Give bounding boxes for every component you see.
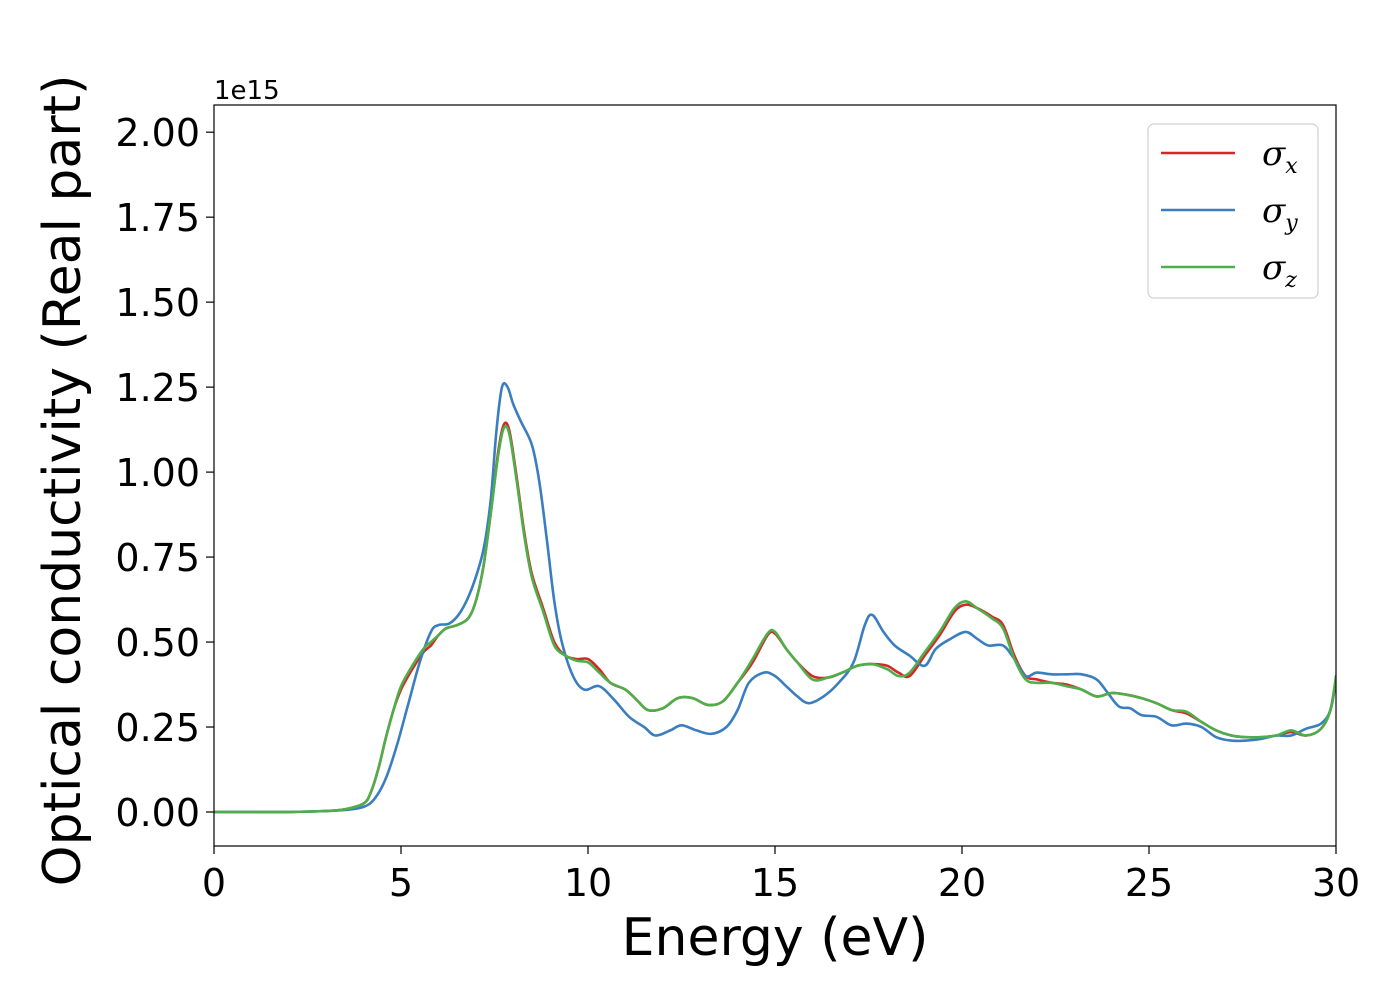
legend-subscript: y [1284, 211, 1298, 236]
series-line-y [214, 381, 1336, 814]
y-tick-label: 0.00 [115, 791, 200, 835]
y-tick-label: 1.75 [115, 196, 200, 240]
y-tick-label: 1.00 [115, 451, 200, 495]
series-layer [214, 381, 1336, 814]
y-tick-label: 1.25 [115, 366, 200, 410]
legend-item-x: σx [1161, 134, 1298, 179]
x-tick-label: 10 [564, 861, 612, 905]
x-tick-label: 15 [751, 861, 799, 905]
x-tick-label: 30 [1312, 861, 1360, 905]
legend-symbol: σ [1262, 134, 1286, 174]
y-offset-label: 1e15 [214, 76, 280, 106]
x-tick-label: 25 [1125, 861, 1173, 905]
legend-label: σz [1262, 248, 1297, 293]
y-tick-label: 0.50 [115, 621, 200, 665]
legend-subscript: z [1284, 268, 1297, 293]
legend-item-y: σy [1161, 191, 1298, 236]
x-axis-title: Energy (eV) [622, 908, 929, 968]
y-axis-ticks: 0.00 0.25 0.50 0.75 1.00 1.25 1.50 1.75 2.00 [115, 111, 214, 835]
y-tick-label: 0.25 [115, 706, 200, 750]
x-tick-label: 5 [389, 861, 413, 905]
y-axis-title: Optical conductivity (Real part) [33, 75, 93, 887]
x-tick-label: 0 [202, 861, 226, 905]
y-tick-label: 1.50 [115, 281, 200, 325]
series-line-z [214, 424, 1336, 814]
y-tick-label: 0.75 [115, 536, 200, 580]
legend-symbol: σ [1262, 248, 1286, 288]
legend-label: σy [1262, 191, 1298, 236]
x-axis-ticks: 0 5 10 15 20 25 30 [202, 846, 1360, 905]
legend-subscript: x [1285, 154, 1298, 179]
y-tick-label: 2.00 [115, 111, 200, 155]
legend-symbol: σ [1262, 191, 1286, 231]
legend-label: σx [1262, 134, 1298, 179]
legend-item-z: σz [1161, 248, 1297, 293]
x-tick-label: 20 [938, 861, 986, 905]
